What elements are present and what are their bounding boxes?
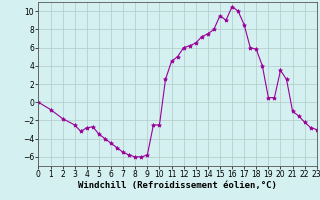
X-axis label: Windchill (Refroidissement éolien,°C): Windchill (Refroidissement éolien,°C) (78, 181, 277, 190)
